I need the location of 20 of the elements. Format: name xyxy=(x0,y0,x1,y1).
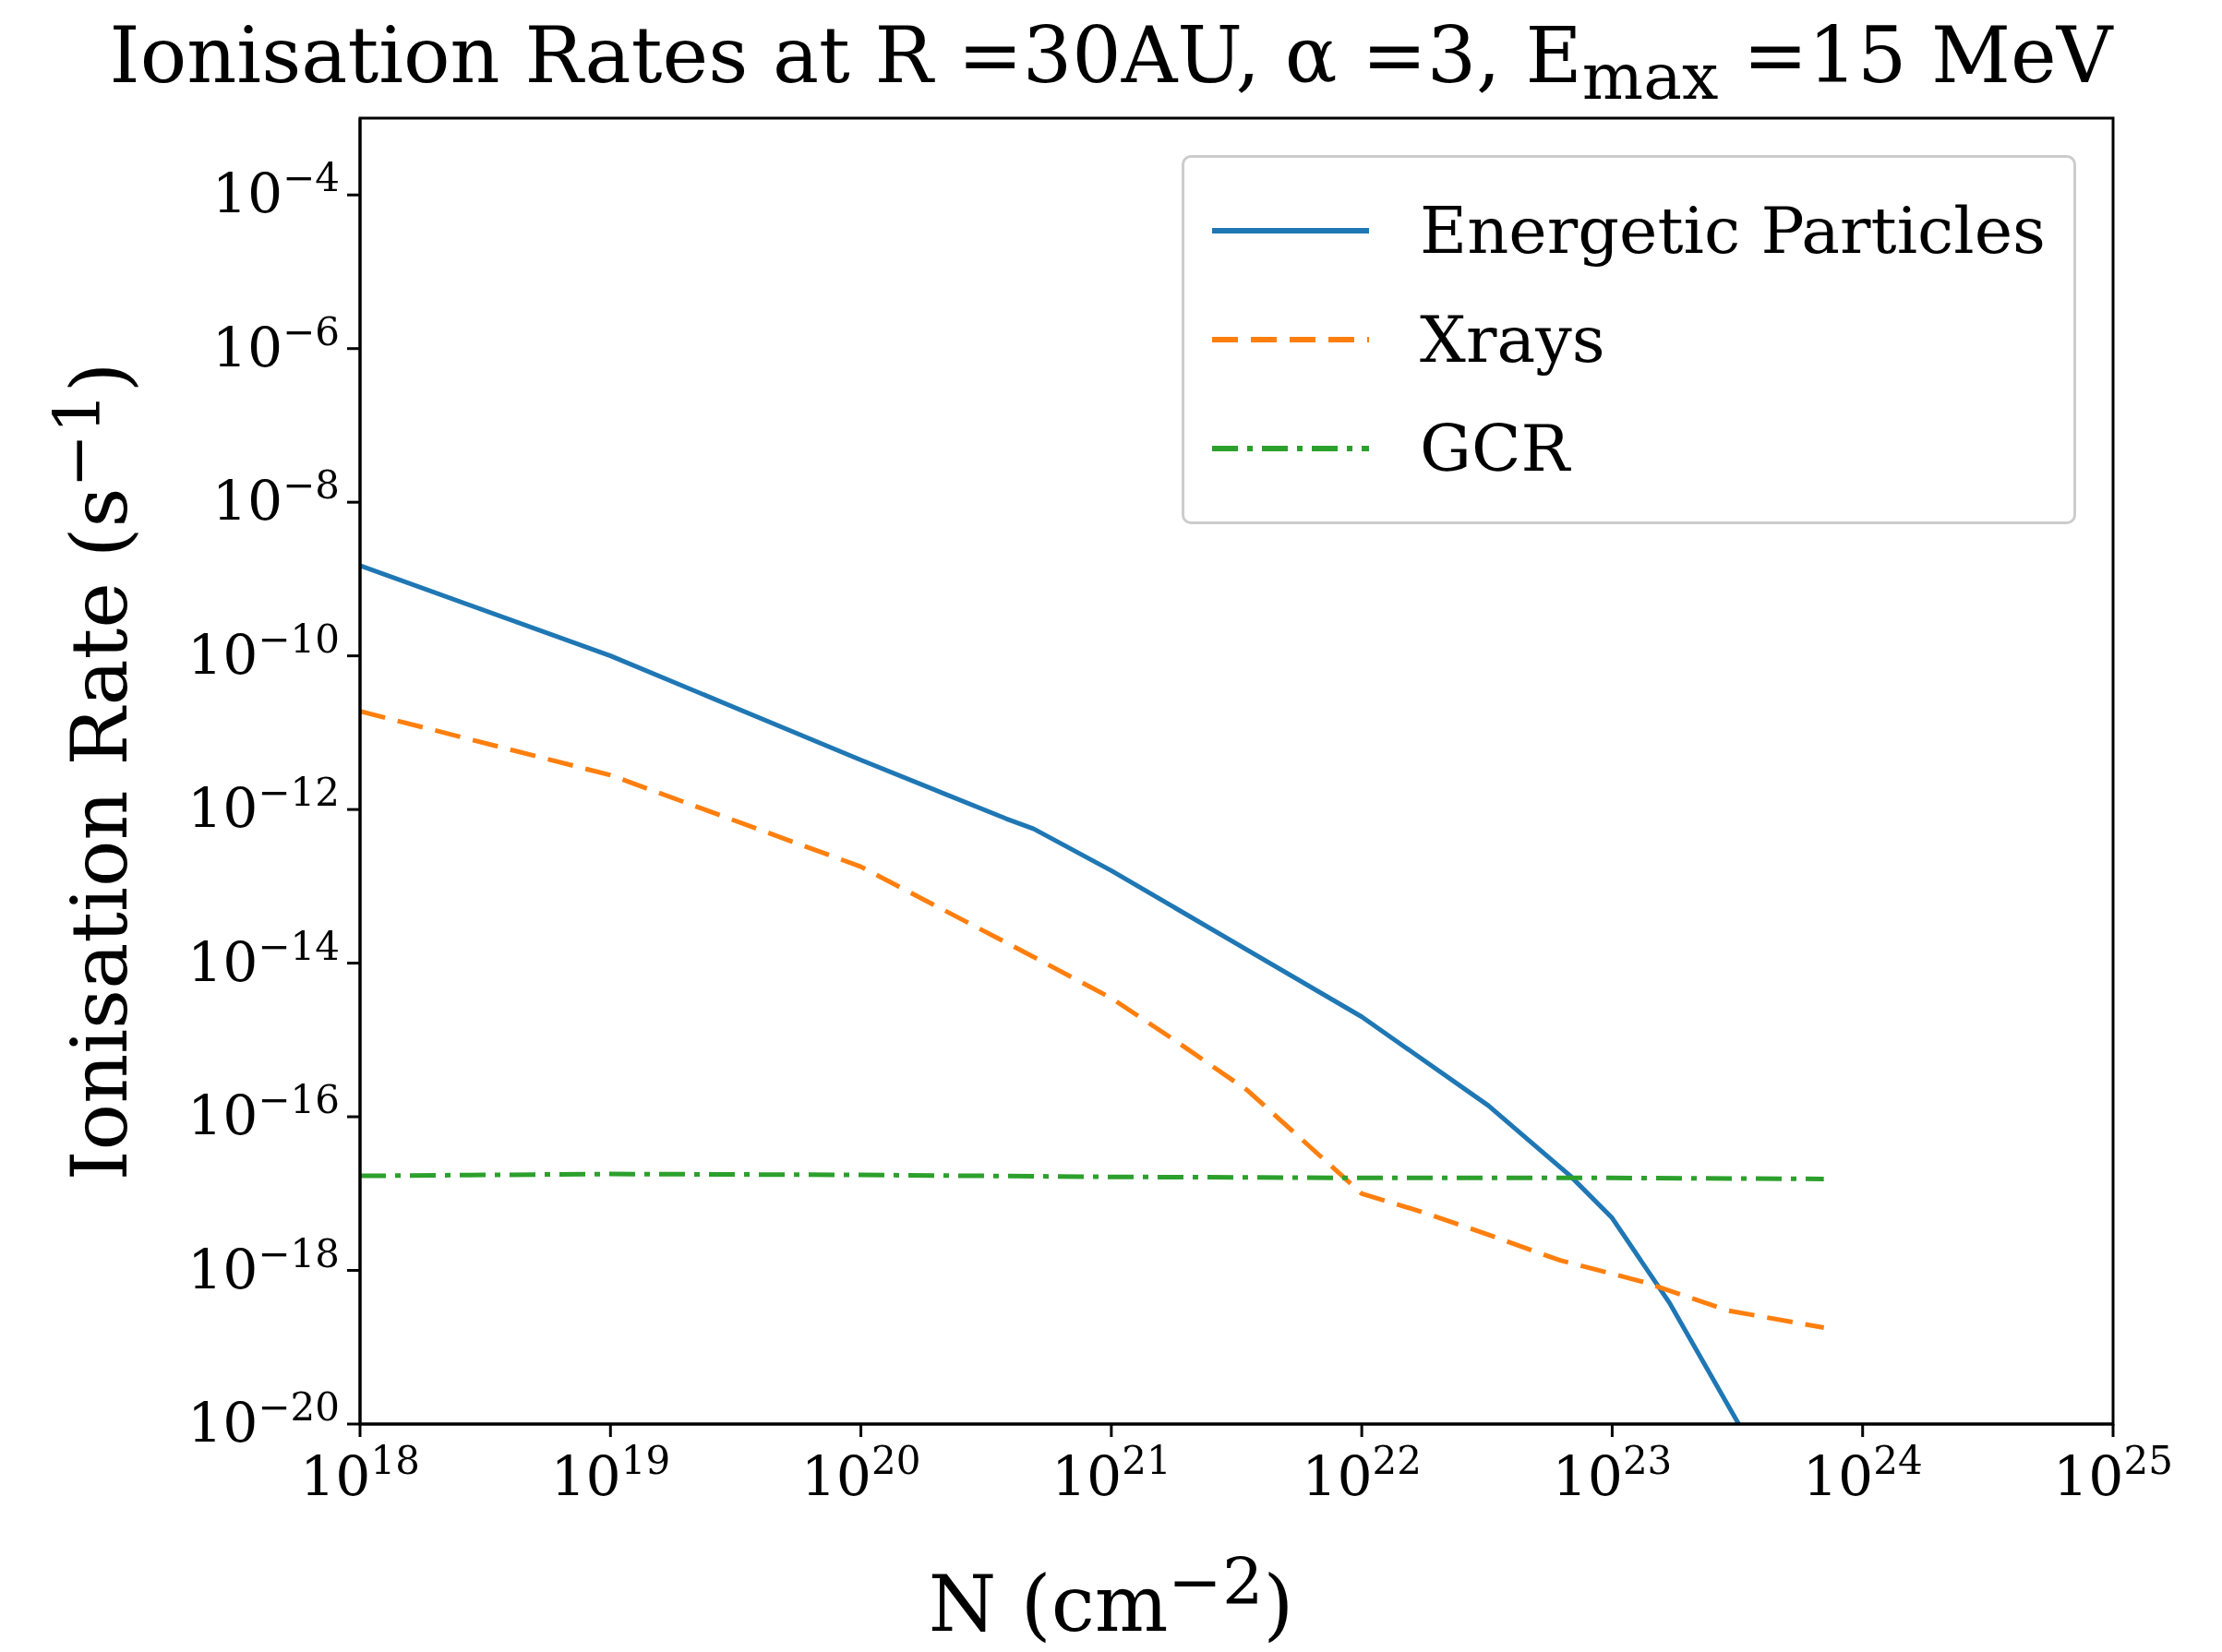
legend-label: Xrays xyxy=(1420,302,1605,377)
x-tick-label: 10$^{22}$ xyxy=(1302,1437,1423,1509)
x-axis-title: N (cm$^{−2}$) xyxy=(927,1544,1295,1649)
chart-title: Ionisation Rates at R =30AU, α =3, E$_{max}$ =15 MeV xyxy=(108,9,2115,116)
y-tick-label: 10$^{−4}$ xyxy=(211,154,340,227)
y-tick-label: 10$^{−12}$ xyxy=(187,769,340,842)
legend-label: GCR xyxy=(1420,411,1570,486)
x-tick-label: 10$^{25}$ xyxy=(2053,1437,2173,1509)
x-tick-label: 10$^{23}$ xyxy=(1552,1437,1673,1509)
y-tick-label: 10$^{−10}$ xyxy=(187,616,340,688)
x-tick-label: 10$^{20}$ xyxy=(800,1437,921,1509)
x-tick-label: 10$^{21}$ xyxy=(1051,1437,1171,1509)
x-tick-label: 10$^{24}$ xyxy=(1802,1437,1923,1509)
y-tick-label: 10$^{−16}$ xyxy=(187,1076,340,1149)
y-tick-label: 10$^{−6}$ xyxy=(211,308,340,380)
y-tick-label: 10$^{−18}$ xyxy=(187,1230,340,1302)
x-tick-label: 10$^{19}$ xyxy=(550,1437,671,1509)
y-tick-label: 10$^{−8}$ xyxy=(211,461,340,534)
legend-label: Energetic Particles xyxy=(1420,193,2046,269)
y-tick-label: 10$^{−14}$ xyxy=(187,923,340,995)
